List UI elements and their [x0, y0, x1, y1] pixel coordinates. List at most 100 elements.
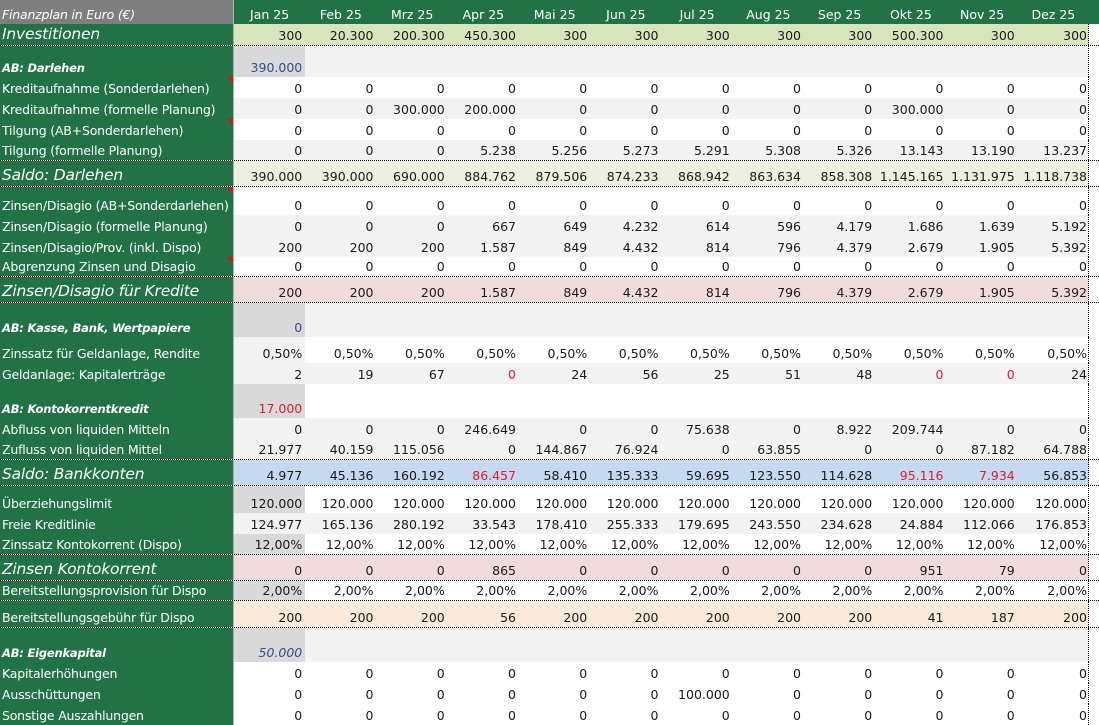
row-label[interactable]: Zinssatz Kontokorrent (Dispo): [0, 534, 234, 554]
cell[interactable]: 1.145.165: [875, 161, 947, 186]
cell[interactable]: 0: [732, 555, 804, 580]
cell[interactable]: 179.695: [661, 513, 733, 534]
cell[interactable]: 0: [376, 418, 448, 439]
cell[interactable]: 234.628: [804, 513, 876, 534]
cell[interactable]: 120.000: [376, 486, 448, 513]
cell[interactable]: 114.628: [804, 460, 876, 485]
cell[interactable]: 45.136: [305, 460, 377, 485]
cell[interactable]: 4.977: [234, 460, 306, 485]
cell[interactable]: [305, 303, 377, 337]
cell[interactable]: [447, 384, 519, 418]
cell[interactable]: 0: [234, 187, 306, 215]
cell[interactable]: 200: [305, 277, 377, 302]
cell[interactable]: 1.639: [946, 215, 1018, 236]
cell[interactable]: 200: [376, 277, 448, 302]
row-label[interactable]: Kapitalerhöhungen: [0, 662, 234, 683]
cell[interactable]: 2,00%: [590, 581, 662, 600]
cell[interactable]: 0: [804, 187, 876, 215]
cell[interactable]: 0: [519, 555, 591, 580]
cell[interactable]: 0: [376, 704, 448, 725]
cell[interactable]: 200.000: [447, 98, 519, 119]
cell[interactable]: 0: [447, 683, 519, 704]
cell[interactable]: [804, 628, 876, 662]
cell[interactable]: [661, 303, 733, 337]
cell[interactable]: 390.000: [234, 161, 306, 186]
cell[interactable]: 4.179: [804, 215, 876, 236]
cell[interactable]: 667: [447, 215, 519, 236]
cell[interactable]: 814: [661, 236, 733, 257]
cell[interactable]: 0: [1017, 98, 1089, 119]
cell[interactable]: 0,50%: [519, 337, 591, 363]
cell[interactable]: [946, 384, 1018, 418]
cell[interactable]: 0,50%: [305, 337, 377, 363]
cell[interactable]: 0: [1017, 257, 1089, 276]
cell[interactable]: 0: [661, 77, 733, 98]
cell[interactable]: 0: [234, 555, 306, 580]
cell[interactable]: 200: [234, 236, 306, 257]
cell[interactable]: 0: [305, 140, 377, 160]
cell[interactable]: 24.884: [875, 513, 947, 534]
cell[interactable]: 0: [447, 77, 519, 98]
cell[interactable]: 40.159: [305, 439, 377, 459]
cell[interactable]: 0: [804, 257, 876, 276]
cell[interactable]: 0: [590, 257, 662, 276]
cell[interactable]: 0: [946, 704, 1018, 725]
cell[interactable]: 0: [732, 418, 804, 439]
cell[interactable]: 0: [519, 119, 591, 140]
cell[interactable]: 0: [234, 98, 306, 119]
cell[interactable]: 8.922: [804, 418, 876, 439]
cell[interactable]: 0: [946, 98, 1018, 119]
cell[interactable]: [305, 46, 377, 77]
cell[interactable]: 0,50%: [447, 337, 519, 363]
cell[interactable]: 5.326: [804, 140, 876, 160]
cell[interactable]: 0: [946, 77, 1018, 98]
cell[interactable]: 0: [1017, 704, 1089, 725]
cell[interactable]: 12,00%: [661, 534, 733, 554]
month-header[interactable]: Jun 25: [606, 7, 646, 22]
cell[interactable]: 0: [590, 98, 662, 119]
cell[interactable]: 0: [875, 662, 947, 683]
cell[interactable]: 0: [875, 119, 947, 140]
cell[interactable]: 0: [447, 257, 519, 276]
cell[interactable]: 0: [875, 363, 947, 384]
row-label[interactable]: Bereitstellungsgebühr für Dispo: [0, 601, 234, 627]
cell[interactable]: 450.300: [447, 24, 519, 45]
row-label[interactable]: AB: Darlehen: [0, 46, 234, 77]
cell[interactable]: 796: [732, 236, 804, 257]
cell[interactable]: 209.744: [875, 418, 947, 439]
cell[interactable]: [305, 628, 377, 662]
cell[interactable]: 0: [305, 555, 377, 580]
cell[interactable]: 12,00%: [1017, 534, 1089, 554]
cell[interactable]: [376, 303, 448, 337]
cell[interactable]: [946, 46, 1018, 77]
cell[interactable]: 0: [804, 704, 876, 725]
cell[interactable]: 849: [519, 236, 591, 257]
cell[interactable]: 24: [1017, 363, 1089, 384]
row-label[interactable]: Tilgung (AB+Sonderdarlehen): [0, 119, 234, 140]
cell[interactable]: 0: [376, 215, 448, 236]
cell[interactable]: [1017, 628, 1089, 662]
cell[interactable]: 0: [875, 257, 947, 276]
cell[interactable]: 0: [376, 555, 448, 580]
cell[interactable]: 67: [376, 363, 448, 384]
cell[interactable]: 0: [590, 77, 662, 98]
cell[interactable]: 2.679: [875, 277, 947, 302]
cell[interactable]: 7.934: [946, 460, 1018, 485]
cell[interactable]: 0,50%: [875, 337, 947, 363]
cell[interactable]: 300: [590, 24, 662, 45]
cell[interactable]: 300: [234, 24, 306, 45]
cell[interactable]: 200: [661, 601, 733, 627]
cell[interactable]: 0: [875, 704, 947, 725]
month-header[interactable]: Mai 25: [533, 7, 576, 22]
cell[interactable]: 0: [590, 704, 662, 725]
month-header[interactable]: Jan 25: [250, 7, 290, 22]
row-label[interactable]: Saldo: Bankkonten: [0, 460, 234, 485]
cell[interactable]: 0: [590, 662, 662, 683]
cell[interactable]: 2,00%: [804, 581, 876, 600]
cell[interactable]: 41: [875, 601, 947, 627]
row-label[interactable]: Kreditaufnahme (Sonderdarlehen): [0, 77, 234, 98]
cell[interactable]: [519, 303, 591, 337]
cell[interactable]: 865: [447, 555, 519, 580]
cell[interactable]: 0: [946, 683, 1018, 704]
cell[interactable]: 0: [305, 662, 377, 683]
